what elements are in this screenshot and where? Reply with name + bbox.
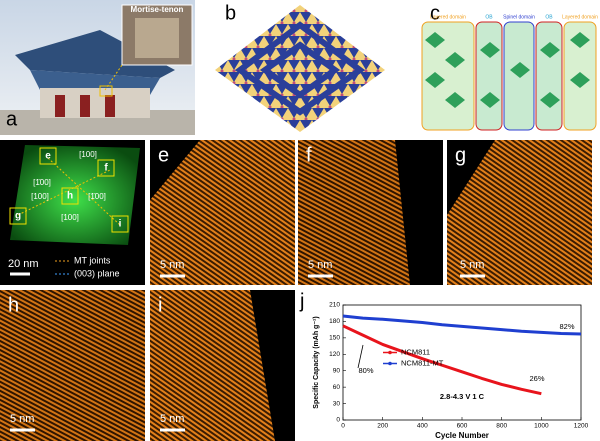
panel-b: b (215, 2, 385, 132)
scale-bar: 5 nm (160, 259, 184, 271)
panel-label: j (299, 290, 304, 312)
y-tick-label: 30 (333, 400, 341, 407)
scale-bar: 5 nm (460, 259, 484, 271)
x-tick-label: 0 (341, 423, 345, 430)
panel-h: h 5 nm (0, 290, 145, 441)
y-tick-label: 0 (336, 417, 340, 424)
panel-map: e f h g i [100] [1̄00] [1̄00] [100] [100… (0, 140, 145, 285)
panel-label: a (6, 108, 18, 130)
panel-label: g (455, 144, 466, 166)
legend-marker (388, 361, 392, 366)
annotation: 2.8-4.3 V 1 C (440, 392, 485, 401)
legend-label: NCM811 (401, 347, 430, 356)
arrow (357, 344, 364, 369)
region-label: g (15, 211, 21, 222)
y-tick-label: 150 (329, 335, 340, 342)
direction-label: [1̄00] (33, 178, 51, 187)
series-line (342, 324, 542, 396)
scale-bar: 5 nm (308, 259, 332, 271)
x-tick-label: 1000 (534, 423, 549, 430)
annotation: 80% (358, 366, 373, 375)
scale-bar: 5 nm (160, 413, 184, 425)
panel-label: b (225, 2, 236, 24)
region-label: h (67, 191, 73, 202)
x-tick-label: 200 (377, 423, 388, 430)
panel-label: h (8, 294, 19, 316)
x-tick-label: 800 (496, 423, 507, 430)
y-tick-label: 90 (333, 367, 341, 374)
y-axis-label: Specific Capacity (mAh g⁻¹) (313, 316, 320, 408)
direction-label: [1̄00] (88, 192, 106, 201)
panel-g: g 5 nm (447, 140, 592, 285)
direction-label: [100] (31, 192, 49, 201)
panel-c: c Layered domain OB Spinel domain OB Lay… (420, 2, 598, 132)
panel-label: e (158, 144, 169, 166)
series-line (342, 314, 582, 336)
panel-a: a Mortise-tenon (0, 0, 195, 135)
domain-label: Spinel domain (503, 14, 535, 20)
annotation: 82% (559, 322, 574, 331)
panel-i: i 5 nm (150, 290, 295, 441)
annotation: 26% (529, 374, 544, 383)
scale-bar: 5 nm (10, 413, 34, 425)
plot-frame (342, 304, 582, 421)
direction-label: [100] (61, 213, 79, 222)
direction-label: [100] (79, 150, 97, 159)
domain-label: OB (545, 14, 553, 20)
x-axis-label: Cycle Number (435, 431, 489, 440)
domain-label: OB (485, 14, 493, 20)
domain-label: Layered domain (430, 14, 466, 20)
legend-label: NCM811-MT (401, 358, 444, 367)
panel-e: e 5 nm (150, 140, 295, 285)
legend-marker (388, 350, 392, 355)
panel-f: f 5 nm (298, 140, 443, 285)
x-tick-label: 1200 (574, 423, 589, 430)
region-label: i (119, 219, 122, 230)
y-tick-label: 180 (329, 318, 340, 325)
y-tick-label: 60 (333, 384, 341, 391)
inset-title: Mortise-tenon (131, 5, 184, 14)
region-label: e (45, 151, 51, 162)
x-tick-label: 600 (457, 423, 468, 430)
x-tick-label: 400 (417, 423, 428, 430)
y-tick-label: 120 (329, 351, 340, 358)
y-tick-label: 210 (329, 302, 340, 309)
domain-label: Layered domain (562, 14, 598, 20)
panel-label: i (158, 294, 162, 316)
scale-bar: 20 nm (8, 258, 39, 270)
legend-label: (003) plane (74, 268, 120, 278)
legend-label: MT joints (74, 255, 111, 265)
region-label: f (104, 163, 108, 174)
panel-label: f (306, 144, 312, 166)
panel-label: c (430, 2, 440, 24)
panel-j: j 0 200 400 600 800 1000 1200 0 30 60 90 120 150 180 2… (299, 290, 589, 440)
